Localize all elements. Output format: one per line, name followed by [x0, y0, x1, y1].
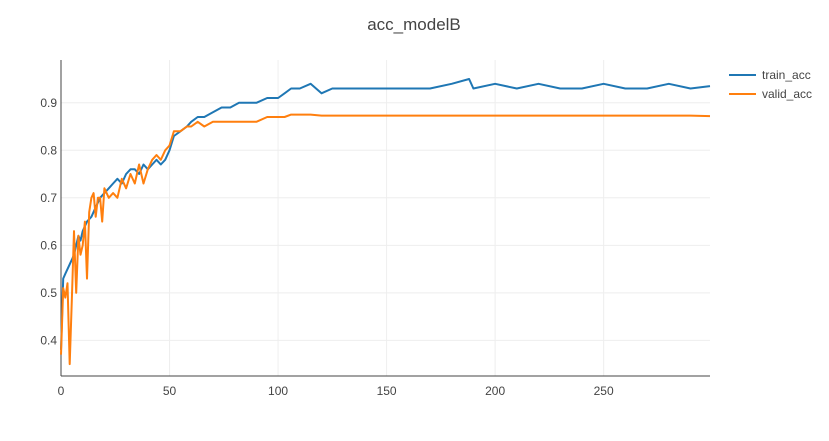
- series-lines: [60, 78, 711, 366]
- x-tick-label: 50: [163, 384, 177, 398]
- legend-label: valid_acc: [762, 87, 812, 101]
- legend[interactable]: train_acc valid_acc: [729, 68, 812, 101]
- axes: 0 50 100 150 200 250 0.4 0.5 0.6 0.7 0.8 0.9: [40, 60, 710, 398]
- legend-item-valid-acc[interactable]: valid_acc: [729, 87, 812, 101]
- legend-label: train_acc: [762, 68, 811, 82]
- series-line-train-acc: [60, 78, 711, 350]
- chart-title: acc_modelB: [367, 15, 461, 34]
- y-tick-label: 0.8: [40, 143, 57, 157]
- x-tick-label: 200: [485, 384, 505, 398]
- legend-item-train-acc[interactable]: train_acc: [729, 68, 811, 82]
- x-tick-label: 150: [377, 384, 397, 398]
- x-tick-label: 100: [268, 384, 288, 398]
- x-tick-label: 250: [594, 384, 614, 398]
- y-tick-label: 0.9: [40, 96, 57, 110]
- y-tick-label: 0.6: [40, 238, 57, 252]
- x-tick-label: 0: [58, 384, 65, 398]
- series-line-valid-acc: [60, 113, 711, 366]
- grid: [61, 60, 710, 376]
- y-tick-label: 0.7: [40, 191, 57, 205]
- y-tick-label: 0.4: [40, 333, 57, 347]
- y-tick-label: 0.5: [40, 286, 57, 300]
